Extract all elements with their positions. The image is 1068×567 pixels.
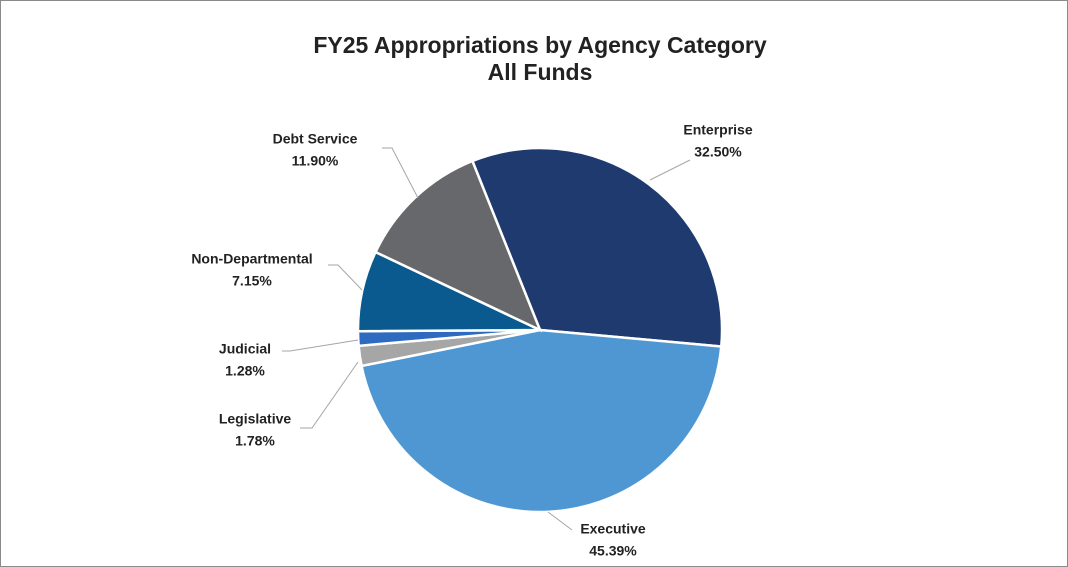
category-label: Debt Service: [273, 131, 358, 147]
category-label: Enterprise: [683, 122, 752, 138]
chart-title: FY25 Appropriations by Agency Category: [313, 32, 766, 58]
pie-slice: [470, 146, 724, 348]
value-label: 1.28%: [225, 363, 265, 379]
leader-line: [547, 511, 573, 531]
leader-line: [382, 147, 419, 199]
value-label: 7.15%: [232, 273, 272, 289]
value-label: 45.39%: [589, 543, 637, 559]
pie-slice: [373, 159, 543, 333]
leader-line: [282, 339, 359, 352]
category-label: Non-Departmental: [191, 251, 312, 267]
leader-line: [300, 361, 359, 429]
value-label: 32.50%: [694, 144, 742, 160]
category-label: Legislative: [219, 411, 292, 427]
leader-line: [649, 159, 691, 181]
value-label: 1.78%: [235, 433, 275, 449]
pie-slice: [360, 328, 723, 514]
category-label: Judicial: [219, 341, 271, 357]
category-label: Executive: [580, 521, 646, 537]
value-label: 11.90%: [292, 153, 339, 169]
leader-line: [328, 264, 363, 291]
chart-subtitle: All Funds: [488, 59, 593, 85]
